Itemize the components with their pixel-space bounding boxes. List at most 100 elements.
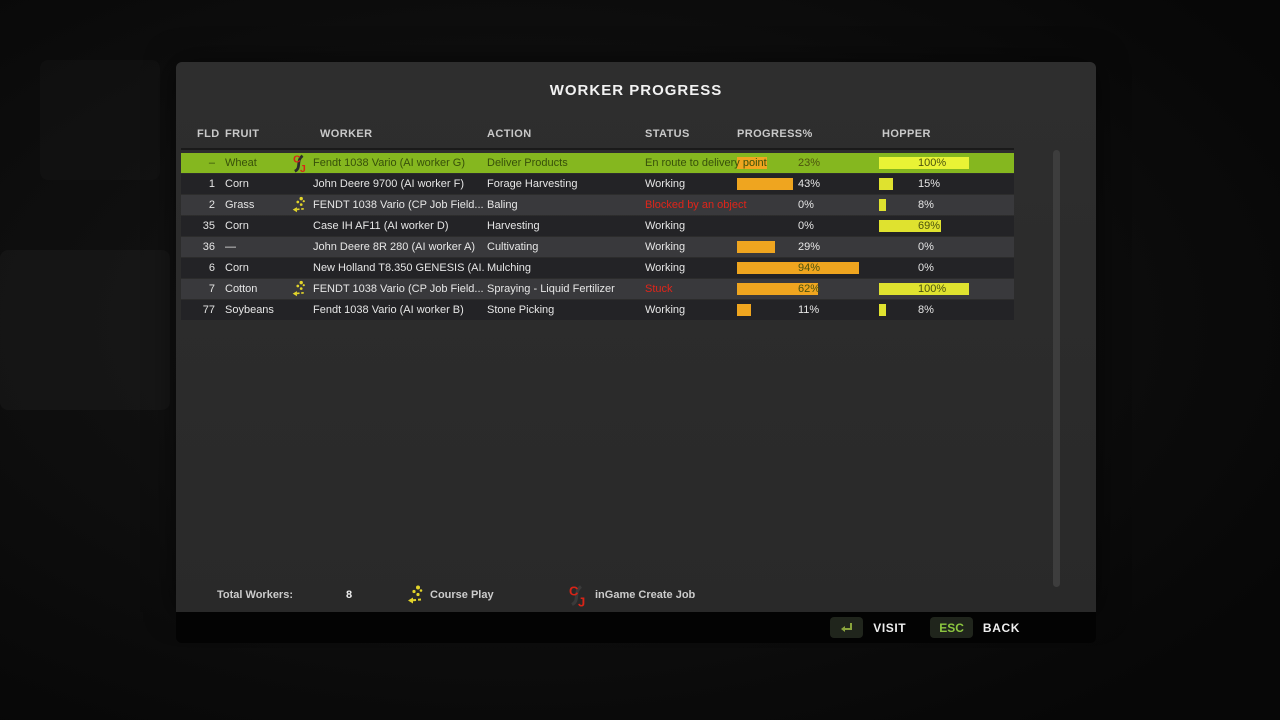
cell-fld: 77 [202, 304, 215, 316]
hopper-bar [879, 283, 969, 295]
col-header-action: ACTION [487, 128, 532, 140]
col-header-worker: WORKER [320, 128, 373, 140]
hopper-bar [879, 157, 969, 169]
back-button-label[interactable]: BACK [982, 620, 1020, 635]
hopper-value: 15% [918, 178, 941, 190]
progress-value: 94% [798, 262, 821, 274]
hopper-value: 8% [918, 199, 934, 211]
cell-status: Working [645, 220, 686, 232]
progress-value: 29% [798, 241, 821, 253]
cell-fld: 35 [202, 220, 215, 232]
progress-bar [737, 157, 767, 169]
cell-fruit: — [225, 241, 236, 253]
progress-value: 43% [798, 178, 821, 190]
progress-bar [737, 241, 775, 253]
cell-fld: 36 [202, 241, 215, 253]
cell-action: Deliver Products [487, 157, 568, 169]
esc-key-button[interactable]: ESC [930, 617, 973, 638]
cell-worker: Fendt 1038 Vario (AI worker G) [313, 157, 466, 169]
cell-worker: John Deere 9700 (AI worker F) [313, 178, 465, 190]
hopper-bar [879, 220, 942, 232]
progress-value: 23% [798, 157, 821, 169]
hopper-value: 100% [918, 157, 947, 169]
hopper-value: 8% [918, 304, 934, 316]
svg-text:J: J [300, 164, 306, 173]
enter-key-icon [840, 622, 852, 632]
cell-worker: New Holland T8.350 GENESIS (AI... [313, 262, 485, 274]
table-row[interactable]: 6 Corn New Holland T8.350 GENESIS (AI...… [181, 258, 1014, 278]
col-header-status: STATUS [645, 128, 690, 140]
col-header-fruit: FRUIT [225, 128, 260, 140]
table-row[interactable]: 2 Grass FENDT 1038 Vario (CP Job Field..… [181, 195, 1014, 215]
hopper-bar [879, 178, 893, 190]
table-row[interactable]: 36 — John Deere 8R 280 (AI worker A) Cul… [181, 237, 1014, 257]
cell-worker: Fendt 1038 Vario (AI worker B) [313, 304, 464, 316]
cell-fruit: Corn [225, 178, 249, 190]
cell-status: En route to delivery point [645, 157, 767, 169]
cell-worker: John Deere 8R 280 (AI worker A) [313, 241, 476, 253]
cell-status: Working [645, 241, 686, 253]
progress-value: 62% [798, 283, 821, 295]
total-workers-value: 8 [346, 589, 353, 601]
cell-fruit: Corn [225, 220, 249, 232]
cell-status: Working [645, 178, 686, 190]
progress-bar [737, 178, 793, 190]
table-row[interactable]: 7 Cotton FENDT 1038 Vario (CP Job Field.… [181, 279, 1014, 299]
progress-value: 0% [798, 199, 814, 211]
svg-text:C: C [293, 155, 301, 166]
table-row[interactable]: 35 Corn Case IH AF11 (AI worker D) Harve… [181, 216, 1014, 236]
cell-action: Stone Picking [487, 304, 555, 316]
cell-action: Forage Harvesting [487, 178, 578, 190]
cell-action: Mulching [487, 262, 532, 274]
cell-fruit: Corn [225, 262, 249, 274]
total-workers-label: Total Workers: [217, 589, 293, 601]
cell-fruit: Soybeans [225, 304, 274, 316]
progress-bar [737, 262, 860, 274]
progress-value: 11% [798, 304, 820, 316]
cell-fld: 2 [208, 199, 215, 211]
courseplay-icon [291, 196, 311, 214]
table-scrollbar[interactable] [1053, 150, 1060, 587]
visit-key-button[interactable] [830, 617, 864, 638]
cell-status: Working [645, 304, 686, 316]
courseplay-icon [291, 280, 311, 298]
cell-fruit: Wheat [225, 157, 257, 169]
header-divider [181, 148, 1014, 150]
col-header-fld: FLD [197, 128, 220, 140]
cell-fld: – [208, 157, 215, 169]
progress-bar [737, 304, 752, 316]
bottom-action-bar: VISIT ESC BACK [176, 612, 1096, 643]
progress-bar [737, 283, 818, 295]
table-row[interactable]: 1 Corn John Deere 9700 (AI worker F) For… [181, 174, 1014, 194]
table-row[interactable]: 77 Soybeans Fendt 1038 Vario (AI worker … [181, 300, 1014, 320]
cell-fld: 1 [208, 178, 215, 190]
progress-value: 0% [798, 220, 814, 232]
background-scenery [0, 250, 170, 410]
cell-fruit: Grass [225, 199, 255, 211]
svg-text:C: C [569, 584, 579, 599]
col-header-progress: PROGRESS% [737, 128, 813, 140]
background-scenery [40, 60, 160, 180]
cell-action: Harvesting [487, 220, 540, 232]
cell-fld: 6 [208, 262, 215, 274]
worker-progress-panel: WORKER PROGRESS FLD FRUIT WORKER ACTION … [176, 62, 1096, 612]
cell-status-alert: Stuck [645, 283, 673, 295]
hopper-value: 100% [918, 283, 947, 295]
page-title: WORKER PROGRESS [549, 82, 723, 99]
cell-fld: 7 [208, 283, 215, 295]
col-header-hopper: HOPPER [882, 128, 931, 140]
visit-button-label[interactable]: VISIT [873, 620, 907, 635]
hopper-value: 0% [918, 262, 934, 274]
hopper-bar [879, 304, 887, 316]
cell-action: Spraying - Liquid Fertilizer [487, 283, 615, 295]
cell-action: Baling [487, 199, 518, 211]
hopper-bar [879, 199, 887, 211]
cell-fruit: Cotton [225, 283, 258, 295]
cell-status-alert: Blocked by an object [645, 199, 747, 211]
